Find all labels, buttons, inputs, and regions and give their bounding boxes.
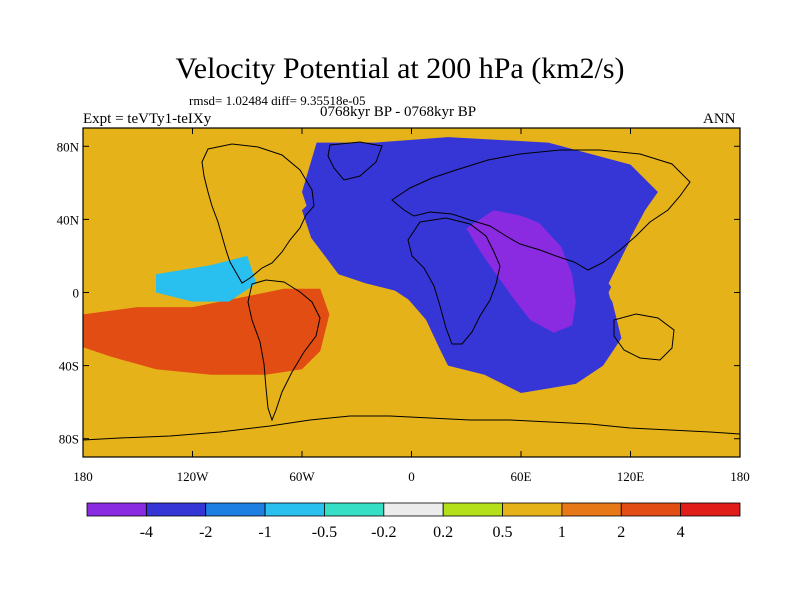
contour-region-4-0 <box>466 210 576 333</box>
x-tick-label: 60W <box>289 469 315 484</box>
colorbar-swatch <box>561 502 622 517</box>
season-label: ANN <box>703 111 736 127</box>
period-label: 0768kyr BP - 0768kyr BP <box>320 104 477 120</box>
colorbar-label: -2 <box>199 524 212 541</box>
colorbar-label: 4 <box>677 524 685 541</box>
coastline-greenland <box>327 141 383 181</box>
colorbar-label: -4 <box>140 524 153 541</box>
colorbar: -4 -2 -1 -0.5 -0.2 0.2 0.5 1 2 4 <box>86 502 741 541</box>
y-tick-label: 40S <box>59 359 79 374</box>
coastline-north-america <box>201 143 315 284</box>
colorbar-label: -0.5 <box>312 524 337 541</box>
chart-title: Velocity Potential at 200 hPa (km2/s) <box>175 52 625 85</box>
colorbar-label: -0.2 <box>371 524 396 541</box>
colorbar-label: -1 <box>258 524 271 541</box>
x-tick-label: 180 <box>730 469 750 484</box>
stats-line: rmsd= 1.02484 diff= 9.35518e-05 <box>189 93 366 108</box>
colorbar-label: 2 <box>617 524 625 541</box>
colorbar-label: 0.5 <box>493 524 513 541</box>
colorbar-swatch <box>205 502 266 517</box>
colorbar-swatch <box>502 502 563 517</box>
y-tick-label: 40N <box>57 212 80 227</box>
colorbar-label: 1 <box>558 524 566 541</box>
coastline-antarctica <box>83 415 740 441</box>
contour-field <box>83 128 740 457</box>
colorbar-swatch <box>86 502 147 517</box>
coastline-africa <box>407 217 501 345</box>
map-axes: 180 120W 60W 0 60E 120E 180 80N 40N 0 40S 80S <box>57 128 750 484</box>
x-tick-label: 60E <box>511 469 532 484</box>
experiment-label: Expt = teVTy1-teIXy <box>83 111 212 127</box>
colorbar-swatch <box>383 502 444 517</box>
contour-region-2-0 <box>83 288 330 375</box>
contour-region-1-0 <box>608 197 740 406</box>
contour-region-3-0 <box>137 329 229 351</box>
colorbar-swatch <box>264 502 325 517</box>
y-tick-label: 80N <box>57 139 80 154</box>
x-tick-label: 180 <box>73 469 93 484</box>
y-tick-label: 0 <box>73 286 80 301</box>
colorbar-swatch <box>442 502 503 517</box>
colorbar-label: 0.2 <box>433 524 453 541</box>
coastline-eurasia <box>391 149 691 271</box>
colorbar-swatch <box>324 502 385 517</box>
coastline-south-america <box>247 279 321 422</box>
x-tick-label: 120W <box>177 469 210 484</box>
x-tick-label: 120E <box>617 469 645 484</box>
y-tick-label: 80S <box>59 432 79 447</box>
colorbar-swatch <box>680 502 741 517</box>
coastline-australia <box>613 313 675 361</box>
contour-region-5-0 <box>156 255 257 302</box>
coastlines <box>83 141 740 441</box>
contour-region-3-1 <box>291 299 317 337</box>
colorbar-swatch <box>620 502 682 517</box>
colorbar-swatch <box>145 502 207 517</box>
x-tick-label: 0 <box>408 469 415 484</box>
